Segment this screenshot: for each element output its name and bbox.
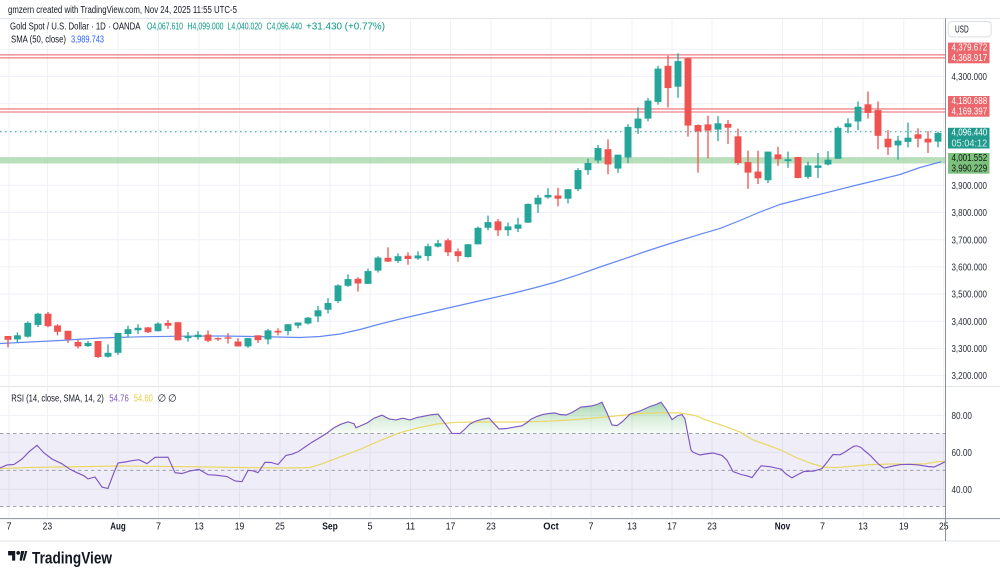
svg-text:Sep: Sep <box>322 522 338 533</box>
svg-text:4,001.552: 4,001.552 <box>952 153 988 164</box>
svg-text:23: 23 <box>43 522 53 533</box>
svg-text:25: 25 <box>939 522 949 533</box>
svg-text:54.60: 54.60 <box>134 394 153 405</box>
svg-text:17: 17 <box>446 522 456 533</box>
svg-text:∅: ∅ <box>158 394 167 405</box>
svg-text:54.76: 54.76 <box>109 394 129 405</box>
svg-text:23: 23 <box>707 522 717 533</box>
svg-text:25: 25 <box>275 522 285 533</box>
svg-text:L4,040.020: L4,040.020 <box>228 22 263 33</box>
svg-text:3,900.000: 3,900.000 <box>952 181 988 192</box>
svg-text:3,500.000: 3,500.000 <box>952 290 988 301</box>
svg-text:H4,099.000: H4,099.000 <box>188 22 224 33</box>
svg-text:4,300.000: 4,300.000 <box>952 72 988 83</box>
svg-text:7: 7 <box>589 522 594 533</box>
svg-text:3,200.000: 3,200.000 <box>952 371 988 382</box>
svg-text:3,990.229: 3,990.229 <box>952 164 988 175</box>
svg-text:13: 13 <box>194 522 204 533</box>
svg-text:7: 7 <box>7 522 12 533</box>
svg-text:gmzern created with TradingVie: gmzern created with TradingView.com, Nov… <box>8 5 237 16</box>
svg-text:RSI (14, close, SMA, 14, 2): RSI (14, close, SMA, 14, 2) <box>11 394 104 405</box>
svg-text:3,800.000: 3,800.000 <box>952 208 988 219</box>
svg-text:C4,096.440: C4,096.440 <box>267 22 303 33</box>
svg-text:∅: ∅ <box>168 394 177 405</box>
svg-text:40.00: 40.00 <box>952 485 973 496</box>
svg-text:13: 13 <box>627 522 637 533</box>
svg-text:19: 19 <box>235 522 245 533</box>
svg-text:4,368.917: 4,368.917 <box>952 53 988 64</box>
svg-text:3,989.743: 3,989.743 <box>71 35 104 46</box>
svg-text:3,600.000: 3,600.000 <box>952 263 988 274</box>
svg-text:13: 13 <box>858 522 868 533</box>
svg-text:5: 5 <box>368 522 373 533</box>
svg-text:3,700.000: 3,700.000 <box>952 235 988 246</box>
svg-text:7: 7 <box>820 522 825 533</box>
svg-text:SMA (50, close): SMA (50, close) <box>11 35 66 46</box>
svg-text:Aug: Aug <box>110 522 126 533</box>
svg-text:3,300.000: 3,300.000 <box>952 344 988 355</box>
svg-text:7: 7 <box>156 522 161 533</box>
svg-text:23: 23 <box>486 522 496 533</box>
svg-text:Nov: Nov <box>775 522 791 533</box>
svg-text:TradingView: TradingView <box>32 550 112 568</box>
svg-text:4,379.672: 4,379.672 <box>952 42 988 53</box>
svg-text:4,180.688: 4,180.688 <box>952 96 988 107</box>
svg-text:O4,067.610: O4,067.610 <box>147 22 183 33</box>
svg-text:+31.430 (+0.77%): +31.430 (+0.77%) <box>306 22 385 33</box>
svg-text:60.00: 60.00 <box>952 448 973 459</box>
svg-text:11: 11 <box>406 522 416 533</box>
svg-text:4,169.397: 4,169.397 <box>952 107 988 118</box>
svg-text:3,400.000: 3,400.000 <box>952 317 988 328</box>
svg-text:4,096.440: 4,096.440 <box>952 128 988 139</box>
svg-text:80.00: 80.00 <box>952 411 973 422</box>
svg-text:USD: USD <box>955 24 969 35</box>
svg-text:17: 17 <box>667 522 677 533</box>
svg-text:Gold Spot / U.S. Dollar · 1D ·: Gold Spot / U.S. Dollar · 1D · OANDA <box>10 22 141 33</box>
svg-text:05:04:12: 05:04:12 <box>952 138 988 149</box>
svg-text:19: 19 <box>899 522 909 533</box>
svg-text:Oct: Oct <box>543 522 559 533</box>
